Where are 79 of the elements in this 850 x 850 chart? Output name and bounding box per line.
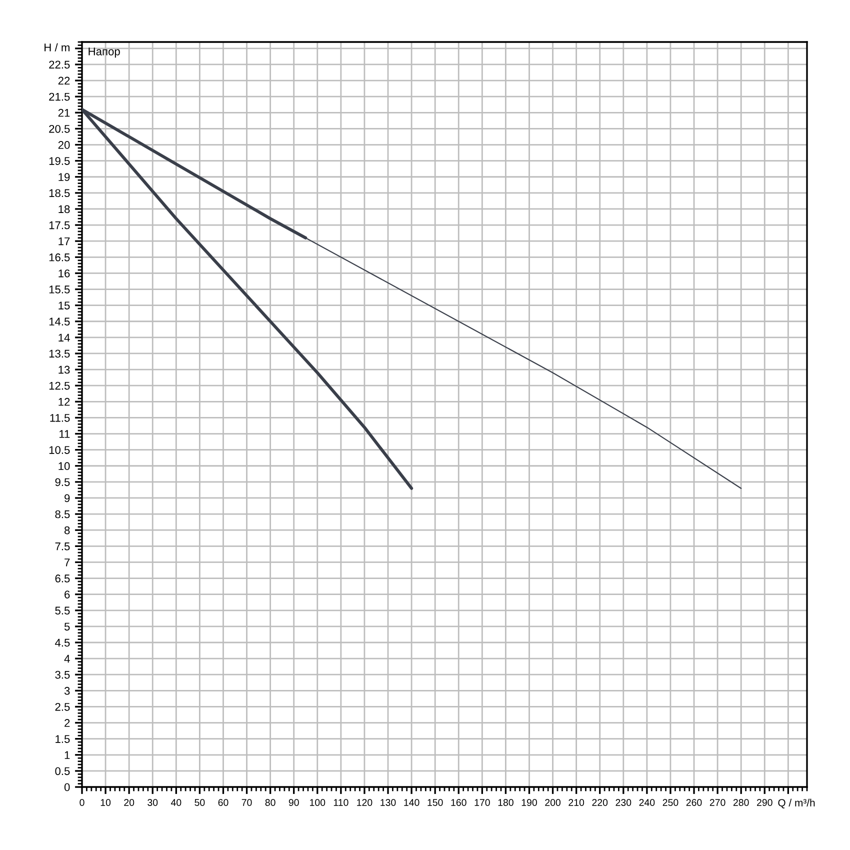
y-tick-label: 20 [58,141,70,149]
y-tick-label: 17.5 [49,221,70,230]
x-tick-label: 50 [194,799,205,806]
x-tick-label: 140 [404,799,420,806]
x-tick-label: 20 [124,799,134,806]
y-tick-label: 6 [64,590,70,598]
x-tick-label: 100 [310,799,326,806]
y-tick-label: 5.5 [55,606,70,615]
x-tick-label: 40 [170,799,182,806]
y-tick-label: 9.5 [55,478,70,486]
y-tick-label: 8 [64,526,70,534]
y-tick-label: 2 [64,719,70,727]
y-tick-label: 4.5 [55,638,70,647]
y-tick-label: 18 [58,205,70,214]
x-tick-label: 220 [592,799,608,806]
y-tick-label: 19.5 [49,157,70,165]
annotation: Напор [88,48,120,58]
y-tick-label: 14 [58,334,70,342]
y-tick-label: 3.5 [55,670,70,679]
x-tick-label: 60 [218,799,228,806]
x-tick-label: 260 [686,799,702,806]
x-tick-label: 70 [242,799,252,806]
y-axis-title: H / m [44,43,70,52]
y-tick-label: 19 [58,173,70,182]
x-tick-label: 200 [545,799,561,806]
y-tick-label: 0.5 [55,767,70,776]
y-tick-label: 6.5 [55,574,70,582]
x-tick-label: 130 [380,799,396,806]
y-tick-label: 10 [58,462,70,470]
y-tick-label: 12 [58,398,70,406]
x-tick-label: 150 [428,799,443,806]
y-tick-label: 21 [58,108,70,117]
y-tick-label: 7 [64,558,70,566]
x-tick-label: 0 [80,799,84,806]
y-tick-label: 11.5 [50,414,70,422]
x-tick-label: 170 [474,799,490,806]
x-tick-label: 30 [148,799,158,806]
y-tick-label: 4 [64,654,70,663]
y-tick-label: 16 [58,269,70,278]
x-tick-label: 90 [288,799,299,806]
y-tick-label: 13 [58,366,70,374]
x-tick-label: 80 [265,799,276,806]
y-tick-label: 2.5 [55,702,70,711]
y-tick-label: 15.5 [49,286,70,294]
x-tick-label: 210 [568,799,584,806]
x-tick-label: 270 [710,799,726,806]
y-tick-label: 5 [64,622,70,631]
y-tick-label: 7.5 [55,542,70,550]
x-tick-label: 110 [334,799,348,806]
y-tick-label: 12.5 [49,382,70,390]
x-tick-label: 120 [357,799,372,806]
y-tick-label: 3 [64,686,70,695]
y-tick-label: 22 [58,76,70,85]
x-tick-label: 280 [733,799,749,806]
y-tick-label: 1.5 [56,735,70,743]
y-tick-label: 8.5 [55,510,70,518]
y-tick-label: 22.5 [49,60,70,69]
y-tick-label: 1 [64,751,70,759]
x-tick-label: 160 [451,799,466,806]
y-tick-label: 14.5 [49,318,70,326]
y-tick-label: 9 [64,494,70,502]
y-tick-label: 21.5 [49,92,70,101]
x-axis-title: Q / m³/h [778,798,815,808]
y-tick-label: 10.5 [49,446,70,454]
y-tick-label: 13.5 [49,350,70,358]
x-tick-label: 290 [757,799,772,806]
y-tick-label: 15 [58,302,70,310]
x-tick-label: 10 [100,799,111,806]
y-tick-label: 17 [58,237,70,246]
y-tick-label: 20.5 [49,124,70,133]
x-tick-label: 240 [639,799,655,806]
y-tick-label: 0 [64,783,70,792]
x-tick-label: 180 [498,799,514,806]
y-tick-label: 16.5 [49,253,70,262]
y-tick-label: 11 [60,430,70,438]
x-tick-label: 250 [662,799,678,806]
y-tick-label: 18.5 [49,189,70,198]
x-tick-label: 230 [616,799,632,806]
x-tick-label: 190 [522,799,537,806]
